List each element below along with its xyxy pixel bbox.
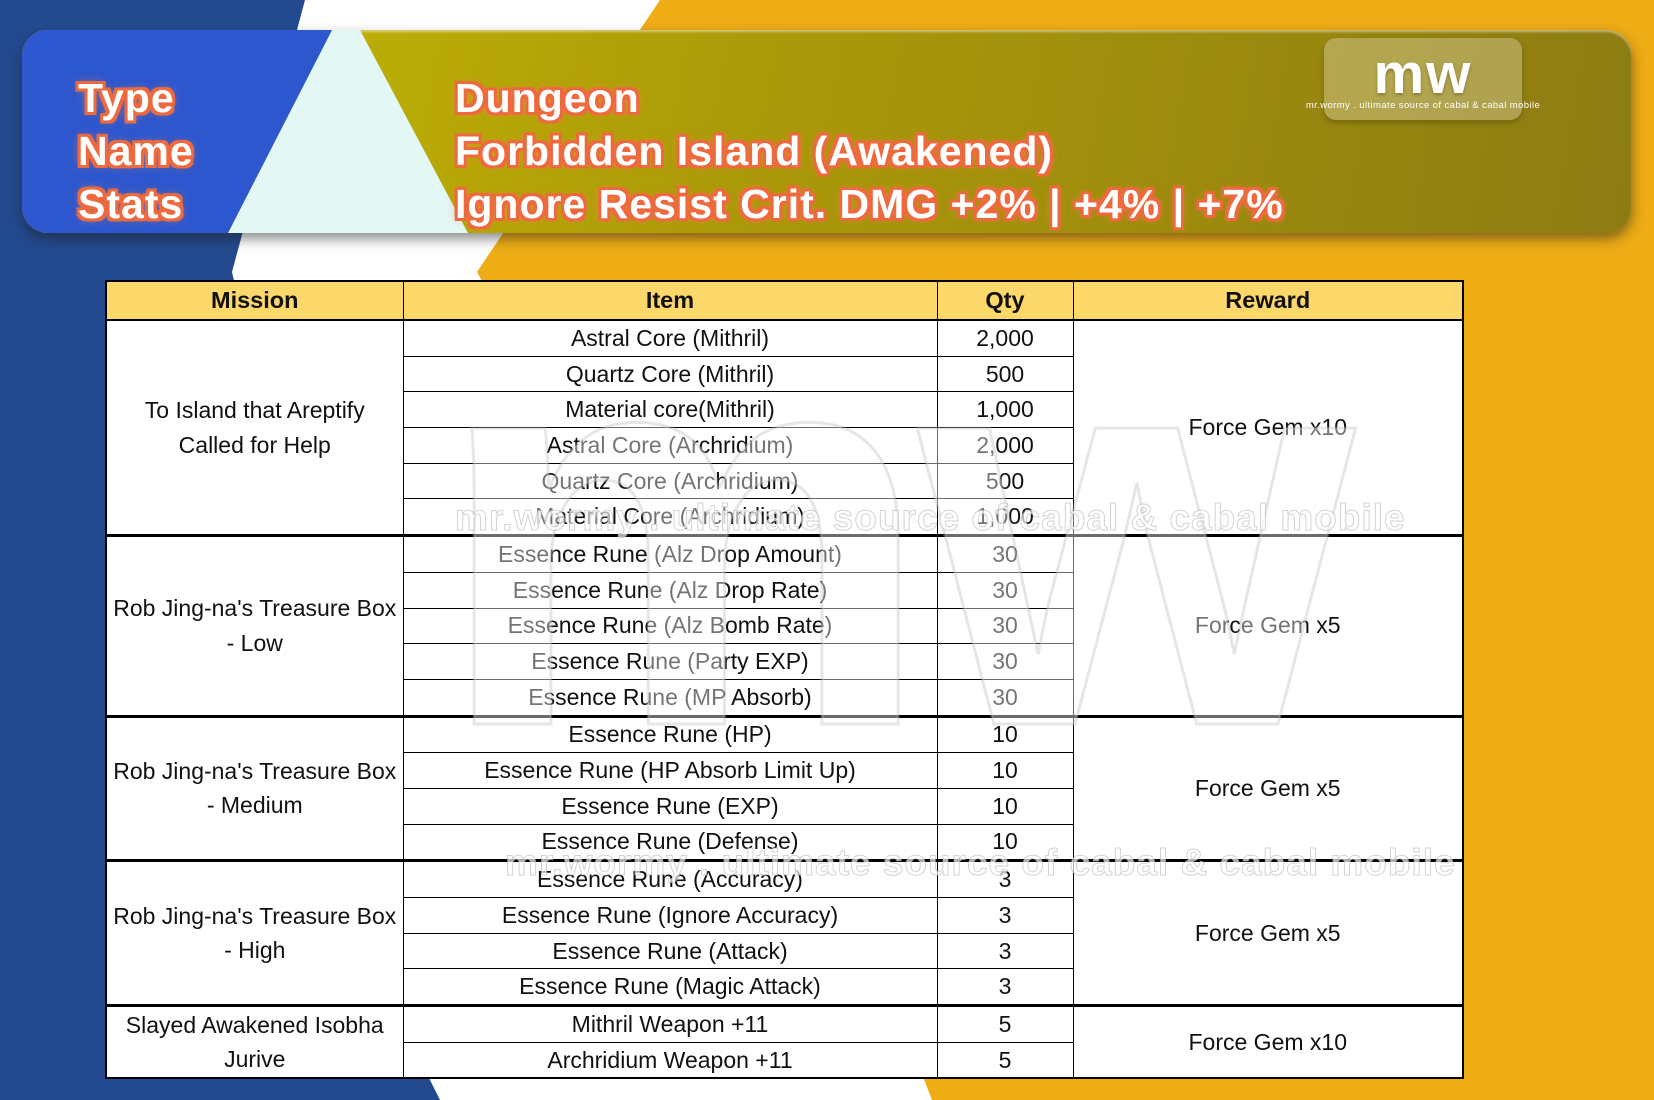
qty-cell: 3 <box>936 859 1074 898</box>
qty-cell: 5 <box>936 1041 1074 1079</box>
table-row: Essence Rune (HP Absorb Limit Up) 10 <box>106 752 1463 789</box>
qty-cell: 10 <box>936 823 1074 862</box>
table-row: Rob Jing-na's Treasure Box - Medium Essen… <box>105 714 1464 862</box>
item-cell: Astral Core (Mithril) <box>402 319 938 357</box>
table-row: Material core(Mithril) 1,000 <box>106 391 1463 429</box>
reward-cell: Force Gem x10 <box>1072 1004 1464 1079</box>
item-cell: Essence Rune (Alz Drop Amount) <box>402 534 938 573</box>
column-header-mission: Mission <box>105 280 404 321</box>
label-stats: Stats <box>78 181 184 227</box>
mission-cell: Rob Jing-na's Treasure Box - Medium <box>105 714 404 862</box>
qty-cell: 500 <box>936 355 1074 393</box>
qty-cell: 3 <box>936 968 1074 1007</box>
table-row: Essence Rune (Defense) 10 <box>106 823 1463 862</box>
table-row: Rob Jing-na's Treasure Box - High Essence… <box>105 859 1464 1007</box>
value-type: Dungeon <box>455 75 640 121</box>
mw-logo-tagline: mr.wormy . ultimate source of cabal & ca… <box>1305 99 1541 111</box>
item-cell: Essence Rune (Alz Drop Rate) <box>402 571 938 609</box>
table-row: Essence Rune (Party EXP) 30 <box>106 643 1463 680</box>
qty-cell: 10 <box>936 787 1074 825</box>
item-cell: Archridium Weapon +11 <box>402 1041 938 1079</box>
qty-cell: 3 <box>936 897 1074 934</box>
header-banner: Type Name Stats Dungeon Forbidden Island… <box>22 30 1632 233</box>
item-cell: Astral Core (Archridium) <box>402 427 938 464</box>
item-cell: Essence Rune (Accuracy) <box>402 859 938 898</box>
item-cell: Quartz Core (Mithril) <box>402 355 938 393</box>
item-cell: Essence Rune (Ignore Accuracy) <box>402 897 938 934</box>
qty-cell: 30 <box>936 678 1074 717</box>
reward-cell: Force Gem x5 <box>1072 714 1464 862</box>
table-row: Essence Rune (EXP) 10 <box>106 787 1463 825</box>
item-cell: Quartz Core (Archridium) <box>402 462 938 500</box>
qty-cell: 2,000 <box>936 319 1074 357</box>
value-stats: Ignore Resist Crit. DMG +2% | +4% | +7% <box>455 181 1284 227</box>
table-row: Essence Rune (Magic Attack) 3 <box>106 968 1463 1007</box>
reward-cell: Force Gem x5 <box>1072 859 1464 1007</box>
qty-cell: 2,000 <box>936 427 1074 464</box>
item-cell: Essence Rune (Magic Attack) <box>402 968 938 1007</box>
mission-cell: Slayed Awakened Isobha Jurive <box>105 1004 404 1079</box>
banner-field-values: Dungeon Forbidden Island (Awakened) Igno… <box>455 72 1284 231</box>
item-cell: Essence Rune (HP Absorb Limit Up) <box>402 752 938 789</box>
mission-cell: Rob Jing-na's Treasure Box - Low <box>105 534 404 717</box>
table-row: Essence Rune (Ignore Accuracy) 3 <box>106 897 1463 934</box>
table-row: Material Core (Archridium) 1,000 <box>106 498 1463 537</box>
item-cell: Essence Rune (EXP) <box>402 787 938 825</box>
table-row: Astral Core (Archridium) 2,000 <box>106 427 1463 464</box>
qty-cell: 500 <box>936 462 1074 500</box>
table-header-row: Mission Item Qty Reward <box>105 280 1464 321</box>
item-cell: Mithril Weapon +11 <box>402 1004 938 1043</box>
item-cell: Essence Rune (Attack) <box>402 932 938 970</box>
item-cell: Essence Rune (Defense) <box>402 823 938 862</box>
table-row: Quartz Core (Archridium) 500 <box>106 462 1463 500</box>
qty-cell: 30 <box>936 607 1074 645</box>
column-header-qty: Qty <box>936 280 1074 321</box>
item-cell: Essence Rune (HP) <box>402 714 938 754</box>
mission-reward-table: Mission Item Qty Reward To Island that A… <box>105 280 1464 1080</box>
value-name: Forbidden Island (Awakened) <box>455 128 1054 174</box>
qty-cell: 1,000 <box>936 498 1074 537</box>
item-cell: Essence Rune (Alz Bomb Rate) <box>402 607 938 645</box>
banner-field-labels: Type Name Stats <box>78 72 194 231</box>
qty-cell: 10 <box>936 714 1074 754</box>
qty-cell: 30 <box>936 643 1074 680</box>
qty-cell: 30 <box>936 534 1074 573</box>
table-row: Rob Jing-na's Treasure Box - Low Essence … <box>105 534 1464 717</box>
mw-logo-badge: mw mr.wormy . ultimate source of cabal &… <box>1306 38 1540 120</box>
label-type: Type <box>78 75 175 121</box>
mission-cell: Rob Jing-na's Treasure Box - High <box>105 859 404 1007</box>
qty-cell: 5 <box>936 1004 1074 1043</box>
table-row: To Island that Areptify Called for Help A… <box>105 319 1464 537</box>
reward-cell: Force Gem x10 <box>1072 319 1464 537</box>
table-row: Archridium Weapon +11 5 <box>106 1041 1463 1079</box>
table-row: Slayed Awakened Isobha Jurive Mithril Wea… <box>105 1004 1464 1079</box>
item-cell: Essence Rune (MP Absorb) <box>402 678 938 717</box>
table-row: Essence Rune (Attack) 3 <box>106 932 1463 970</box>
qty-cell: 3 <box>936 932 1074 970</box>
item-cell: Material core(Mithril) <box>402 391 938 429</box>
table-row: Essence Rune (Alz Drop Rate) 30 <box>106 571 1463 609</box>
column-header-reward: Reward <box>1072 280 1464 321</box>
item-cell: Essence Rune (Party EXP) <box>402 643 938 680</box>
mission-cell: To Island that Areptify Called for Help <box>105 319 404 537</box>
qty-cell: 1,000 <box>936 391 1074 429</box>
qty-cell: 30 <box>936 571 1074 609</box>
table-row: Essence Rune (MP Absorb) 30 <box>106 678 1463 717</box>
mw-logo-text: mw <box>1373 41 1473 106</box>
mission-table-wrap: Mission Item Qty Reward To Island that A… <box>105 280 1464 1080</box>
reward-cell: Force Gem x5 <box>1072 534 1464 717</box>
item-cell: Material Core (Archridium) <box>402 498 938 537</box>
label-name: Name <box>78 128 194 174</box>
column-header-item: Item <box>402 280 938 321</box>
qty-cell: 10 <box>936 752 1074 789</box>
